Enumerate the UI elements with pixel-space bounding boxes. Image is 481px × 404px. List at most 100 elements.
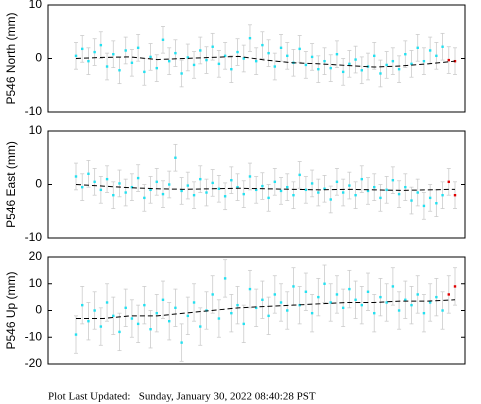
point [360, 303, 364, 307]
point [397, 309, 401, 312]
point [180, 189, 183, 193]
y-tick-label: -10 [25, 329, 43, 343]
y-tick-label: 0 [35, 303, 42, 317]
point [118, 182, 121, 185]
point [428, 301, 432, 304]
plot-frame [47, 130, 466, 239]
point [379, 295, 382, 299]
point [217, 62, 221, 66]
point [317, 68, 320, 71]
point [211, 181, 214, 185]
point [286, 309, 289, 312]
point [261, 298, 264, 301]
point [180, 341, 183, 344]
point [143, 303, 146, 307]
point [254, 59, 258, 63]
point [441, 45, 444, 48]
point [242, 57, 245, 60]
y-axis-label: P546 North (mm) [4, 12, 18, 104]
point [192, 194, 196, 197]
footer: Plot Last Updated: Sunday, January 30, 2… [48, 391, 316, 403]
point [130, 317, 134, 320]
point [143, 196, 146, 200]
point [348, 184, 351, 187]
y-tick-label: 0 [35, 177, 42, 191]
point [422, 311, 426, 315]
point [136, 322, 140, 326]
point [205, 191, 208, 194]
point [329, 66, 332, 70]
point [404, 53, 407, 56]
point [81, 185, 84, 189]
point [360, 177, 364, 181]
point [385, 301, 388, 304]
point [74, 175, 78, 178]
point [279, 189, 283, 193]
point [93, 180, 96, 184]
point [105, 177, 109, 181]
point [335, 293, 339, 296]
point [267, 51, 270, 55]
point [199, 49, 202, 52]
point [149, 188, 152, 192]
point [112, 314, 115, 318]
point [397, 192, 401, 196]
point [217, 187, 221, 190]
point [428, 196, 432, 200]
point [155, 311, 158, 315]
point [286, 185, 289, 189]
point [242, 192, 245, 196]
point [136, 46, 140, 49]
point [317, 295, 320, 299]
point [273, 293, 277, 296]
point [304, 188, 308, 192]
point [335, 53, 339, 56]
point [348, 287, 351, 291]
point [292, 194, 295, 197]
point [335, 180, 339, 184]
point [99, 188, 103, 192]
point [391, 59, 395, 63]
point [404, 185, 407, 189]
point [261, 43, 264, 47]
point [366, 189, 370, 193]
point [93, 309, 96, 312]
point [267, 196, 270, 200]
point [236, 50, 239, 54]
point [155, 180, 158, 184]
point [341, 191, 345, 194]
point [385, 63, 388, 67]
point [366, 290, 370, 293]
point [435, 202, 438, 205]
point [81, 47, 84, 51]
point [167, 183, 171, 186]
y-tick-label: -10 [25, 230, 43, 244]
trend-line [75, 184, 456, 191]
plot-frame [47, 256, 466, 365]
point [155, 66, 158, 70]
point [223, 195, 227, 198]
point [360, 69, 364, 72]
point [279, 46, 283, 49]
y-tick-label: 0 [35, 51, 42, 65]
point [124, 306, 127, 310]
point [161, 298, 165, 301]
point [211, 293, 214, 296]
point [174, 306, 177, 310]
point [118, 69, 121, 72]
point [236, 303, 239, 307]
point [410, 199, 413, 202]
point [323, 59, 326, 63]
point [130, 185, 134, 189]
point [124, 49, 127, 52]
point [248, 287, 252, 291]
point [261, 184, 264, 188]
point [410, 62, 413, 66]
point [161, 38, 165, 41]
point [99, 325, 103, 328]
point [273, 180, 277, 184]
point [124, 191, 127, 194]
point [223, 277, 227, 280]
y-tick-label: 20 [29, 249, 43, 263]
point [112, 53, 115, 56]
